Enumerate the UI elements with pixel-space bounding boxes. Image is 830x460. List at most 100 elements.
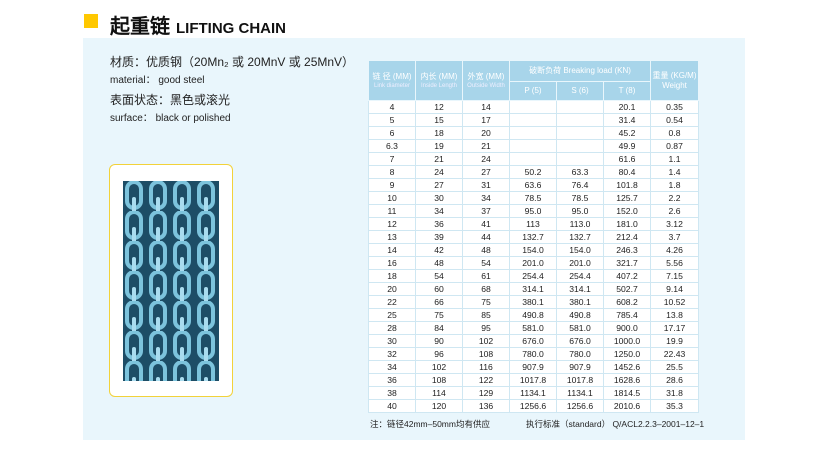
table-row: 20 60 68 314.1 314.1 502.7 9.14 xyxy=(368,282,700,296)
table-cell: 0.87 xyxy=(650,139,700,153)
table-cell: 63.3 xyxy=(556,165,604,179)
table-cell: 42 xyxy=(415,243,463,257)
table-row: 9 27 31 63.6 76.4 101.8 1.8 xyxy=(368,178,700,192)
table-row: 12 36 41 113 113.0 181.0 3.12 xyxy=(368,217,700,231)
table-cell: 102 xyxy=(415,360,463,374)
table-cell: 50.2 xyxy=(509,165,557,179)
chain-photo xyxy=(109,164,233,397)
table-cell: 154.0 xyxy=(509,243,557,257)
table-cell: 2010.6 xyxy=(602,399,652,413)
table-row: 8 24 27 50.2 63.3 80.4 1.4 xyxy=(368,165,700,179)
table-cell: 16 xyxy=(368,256,416,270)
table-cell: 380.1 xyxy=(509,295,557,309)
table-cell: 122 xyxy=(462,373,510,387)
table-row: 16 48 54 201.0 201.0 321.7 5.56 xyxy=(368,256,700,270)
table-cell: 17 xyxy=(462,113,510,127)
table-cell xyxy=(556,152,604,166)
title-en: LIFTING CHAIN xyxy=(176,20,286,37)
table-cell: 1.1 xyxy=(650,152,700,166)
note-standard: 执行标准（standard） Q/ACL2.2.3–2001–12–1 xyxy=(526,419,705,429)
table-cell: 36 xyxy=(368,373,416,387)
table-cell: 34 xyxy=(415,204,463,218)
table-cell: 907.9 xyxy=(556,360,604,374)
table-cell: 96 xyxy=(415,347,463,361)
table-cell: 1134.1 xyxy=(556,386,604,400)
header-weight: 重量 (KG/M) Weight xyxy=(650,60,700,101)
table-cell: 254.4 xyxy=(556,269,604,283)
table-row: 30 90 102 676.0 676.0 1000.0 19.9 xyxy=(368,334,700,348)
table-cell xyxy=(509,100,557,114)
table-cell: 90 xyxy=(415,334,463,348)
table-cell: 780.0 xyxy=(509,347,557,361)
header-s: S (6) xyxy=(556,81,604,101)
table-cell: 1000.0 xyxy=(602,334,652,348)
table-cell: 1.8 xyxy=(650,178,700,192)
header-inside-length: 内长 (MM) Inside Length xyxy=(415,60,463,101)
table-cell: 407.2 xyxy=(602,269,652,283)
table-cell: 116 xyxy=(462,360,510,374)
table-cell: 181.0 xyxy=(602,217,652,231)
table-cell: 12 xyxy=(368,217,416,231)
table-cell: 30 xyxy=(415,191,463,205)
header-t: T (8) xyxy=(602,81,652,101)
table-cell: 17.17 xyxy=(650,321,700,335)
material-zh: 材质：优质钢（20Mn₂ 或 20MnV 或 25MnV） xyxy=(110,55,355,69)
table-cell: 102 xyxy=(462,334,510,348)
table-cell: 321.7 xyxy=(602,256,652,270)
table-cell: 40 xyxy=(368,399,416,413)
accent-square xyxy=(84,14,98,28)
table-cell: 27 xyxy=(415,178,463,192)
table-cell xyxy=(556,113,604,127)
table-cell xyxy=(556,126,604,140)
page-title: 起重链 LIFTING CHAIN xyxy=(110,10,286,39)
table-cell: 14 xyxy=(368,243,416,257)
table-row: 4 12 14 20.1 0.35 xyxy=(368,100,700,114)
table-cell: 0.35 xyxy=(650,100,700,114)
table-cell: 63.6 xyxy=(509,178,557,192)
table-row: 6.3 19 21 49.9 0.87 xyxy=(368,139,700,153)
table-cell: 254.4 xyxy=(509,269,557,283)
surface-en: surface： black or polished xyxy=(110,113,231,124)
table-row: 38 114 129 1134.1 1134.1 1814.5 31.8 xyxy=(368,386,700,400)
table-cell: 18 xyxy=(415,126,463,140)
header-p: P (5) xyxy=(509,81,557,101)
table-row: 11 34 37 95.0 95.0 152.0 2.6 xyxy=(368,204,700,218)
title-zh: 起重链 xyxy=(110,16,170,38)
table-cell: 45.2 xyxy=(602,126,652,140)
table-cell: 1250.0 xyxy=(602,347,652,361)
table-cell: 113 xyxy=(509,217,557,231)
table-cell: 1256.6 xyxy=(509,399,557,413)
table-row: 25 75 85 490.8 490.8 785.4 13.8 xyxy=(368,308,700,322)
table-cell: 113.0 xyxy=(556,217,604,231)
table-cell: 24 xyxy=(462,152,510,166)
table-cell: 1814.5 xyxy=(602,386,652,400)
table-cell: 10 xyxy=(368,191,416,205)
table-cell: 201.0 xyxy=(509,256,557,270)
table-cell: 108 xyxy=(462,347,510,361)
table-cell: 37 xyxy=(462,204,510,218)
table-row: 28 84 95 581.0 581.0 900.0 17.17 xyxy=(368,321,700,335)
spec-info: 材质：优质钢（20Mn₂ 或 20MnV 或 25MnV） material： … xyxy=(110,52,354,128)
material-en: material： good steel xyxy=(110,75,205,86)
table-cell: 608.2 xyxy=(602,295,652,309)
table-cell: 36 xyxy=(415,217,463,231)
table-cell: 7 xyxy=(368,152,416,166)
table-row: 14 42 48 154.0 154.0 246.3 4.26 xyxy=(368,243,700,257)
table-row: 32 96 108 780.0 780.0 1250.0 22.43 xyxy=(368,347,700,361)
table-cell: 75 xyxy=(415,308,463,322)
table-cell: 7.15 xyxy=(650,269,700,283)
table-row: 6 18 20 45.2 0.8 xyxy=(368,126,700,140)
table-cell: 31.8 xyxy=(650,386,700,400)
table-cell: 22 xyxy=(368,295,416,309)
table-cell: 78.5 xyxy=(556,191,604,205)
table-cell: 31.4 xyxy=(602,113,652,127)
table-cell: 84 xyxy=(415,321,463,335)
table-cell: 11 xyxy=(368,204,416,218)
chain-spec-table: 链 径 (MM) Link diameter 内长 (MM) Inside Leng… xyxy=(368,60,700,413)
table-cell: 6.3 xyxy=(368,139,416,153)
table-cell: 19 xyxy=(415,139,463,153)
table-cell: 48 xyxy=(415,256,463,270)
table-cell: 0.8 xyxy=(650,126,700,140)
table-cell: 78.5 xyxy=(509,191,557,205)
table-cell: 676.0 xyxy=(509,334,557,348)
